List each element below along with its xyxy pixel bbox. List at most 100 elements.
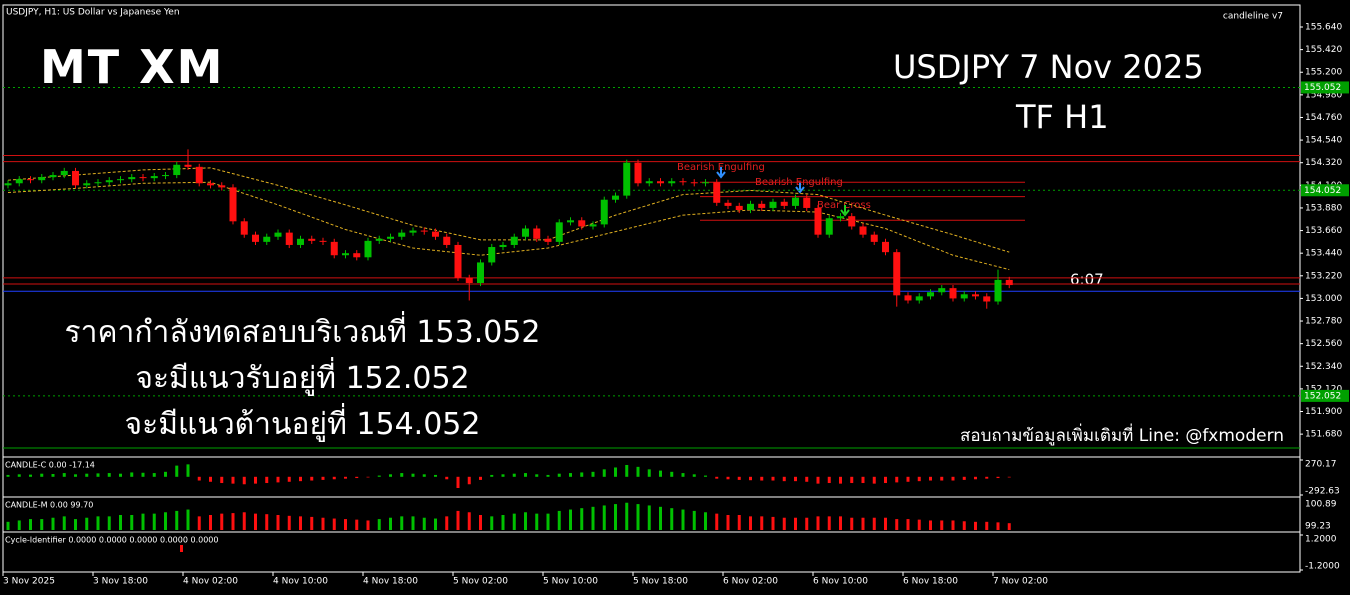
candle-body	[499, 244, 507, 248]
level-tag-label: 152.052	[1304, 391, 1341, 401]
candle-body	[308, 238, 316, 241]
histogram-bar	[557, 473, 561, 477]
y-tick-label: 152.340	[1305, 362, 1342, 372]
histogram-bar	[569, 473, 572, 477]
panel-scale-label: 100.89	[1305, 500, 1337, 510]
histogram-bar	[299, 516, 302, 530]
candle-body	[105, 180, 113, 183]
histogram-bar	[805, 517, 809, 530]
histogram-bar	[996, 476, 1000, 479]
panel-label: CANDLE-C 0.00 -17.14	[5, 461, 95, 470]
histogram-bar	[996, 522, 1000, 530]
candle-body	[645, 181, 653, 184]
candle-body	[904, 295, 912, 301]
candle-body	[488, 247, 496, 263]
histogram-bar	[209, 476, 212, 482]
candle-body	[747, 203, 754, 211]
histogram-bar	[456, 476, 460, 488]
annotation: Bear Cross	[817, 200, 871, 211]
histogram-bar	[107, 473, 111, 477]
histogram-bar	[411, 516, 415, 530]
histogram-bar	[276, 515, 280, 530]
histogram-bar	[850, 476, 854, 484]
analysis: ราคากำลังทดสอบบริเวณที่ 153.052 จะมีแนวร…	[0, 310, 605, 448]
y-tick-label: 153.660	[1305, 226, 1342, 236]
candle-body	[15, 179, 23, 184]
histogram-bar	[164, 471, 167, 477]
histogram-bar	[524, 473, 527, 477]
analysis-line: จะมีแนวต้านอยู่ที่ 154.052	[124, 407, 481, 442]
window-title: USDJPY, H1: US Dollar vs Japanese Yen	[6, 8, 180, 18]
histogram-bar	[951, 476, 955, 481]
panel-tick-label: -292.63	[1305, 487, 1340, 497]
histogram-bar	[434, 518, 437, 530]
histogram-bar	[62, 473, 66, 477]
histogram-bar	[422, 517, 426, 530]
histogram-bar	[771, 476, 775, 481]
timeframe: TF H1	[1016, 98, 1109, 136]
histogram-bar	[929, 520, 932, 530]
histogram-bar	[355, 476, 359, 479]
histogram-bar	[17, 474, 21, 477]
histogram-bar	[299, 476, 302, 482]
candle-body	[758, 203, 766, 208]
histogram-bar	[490, 516, 494, 530]
histogram-bar	[737, 476, 741, 480]
histogram-bar	[614, 467, 617, 477]
x-tick-label: 6 Nov 02:00	[723, 577, 778, 587]
histogram-bar	[152, 513, 156, 530]
cycle-bar	[180, 545, 183, 552]
histogram-bar	[625, 502, 629, 530]
indicator-name: candleline v7	[1223, 12, 1283, 22]
candle-body	[690, 182, 698, 184]
histogram-bar	[321, 476, 325, 480]
histogram-bar	[17, 520, 21, 530]
candle-body	[60, 170, 68, 176]
histogram-bar	[479, 476, 482, 480]
panel-label: CANDLE-M 0.00 99.70	[5, 501, 93, 510]
histogram-bar	[310, 516, 314, 530]
y-tick-label: 152.560	[1305, 339, 1342, 349]
histogram-bar	[400, 473, 404, 477]
candle-body	[769, 201, 777, 208]
histogram-bar	[422, 474, 426, 477]
histogram-bar	[670, 508, 674, 530]
candle-body	[454, 244, 462, 278]
candle-body	[983, 296, 991, 302]
candle-body	[477, 262, 484, 283]
histogram-bar	[51, 517, 55, 530]
histogram-bar	[861, 476, 865, 484]
y-tick-label: 154.980	[1305, 90, 1342, 100]
candle-body	[657, 181, 664, 184]
histogram-bar	[535, 513, 539, 530]
candle-body	[240, 221, 248, 235]
histogram-bar	[366, 520, 370, 530]
signal-arrow	[795, 182, 805, 194]
candle-body	[252, 234, 259, 242]
candle-body	[555, 222, 563, 242]
y-tick-label: 154.540	[1305, 136, 1342, 146]
histogram-bar	[782, 517, 786, 530]
candle-body	[803, 197, 811, 208]
candle-body	[387, 236, 394, 239]
y-tick-label: 153.000	[1305, 294, 1342, 304]
y-tick-label: 153.440	[1305, 249, 1342, 259]
histogram-bar	[242, 476, 246, 485]
histogram-bar	[647, 469, 651, 477]
x-tick-label: 4 Nov 02:00	[183, 577, 238, 587]
x-tick-label: 6 Nov 10:00	[813, 577, 868, 587]
histogram-bar	[512, 473, 516, 477]
histogram-bar	[456, 510, 460, 530]
candle-body	[443, 236, 451, 245]
histogram-bar	[254, 476, 257, 484]
candle-body	[612, 195, 619, 200]
candle-body	[814, 207, 822, 235]
histogram-bar	[141, 472, 145, 477]
histogram-bar	[546, 474, 550, 477]
histogram-bar	[704, 512, 707, 530]
candle-body	[173, 164, 181, 176]
histogram-bar	[377, 475, 381, 477]
candle-body	[128, 177, 136, 180]
x-tick-label: 5 Nov 10:00	[543, 577, 598, 587]
histogram-bar	[906, 519, 910, 530]
